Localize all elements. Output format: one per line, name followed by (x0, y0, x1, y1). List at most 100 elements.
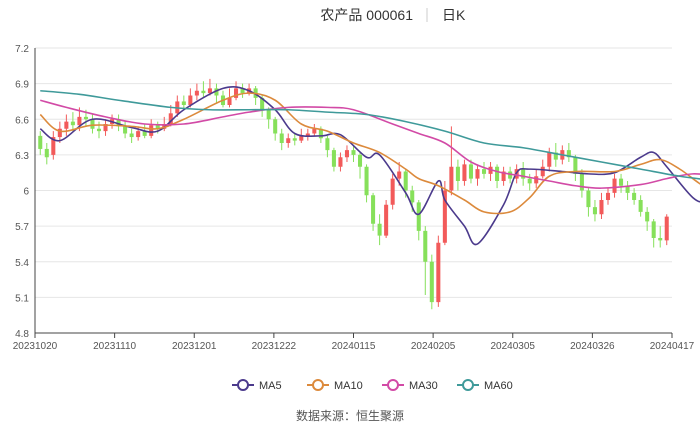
candle-body (364, 166, 369, 196)
candle (351, 145, 356, 162)
candle-body (358, 154, 363, 167)
candle (638, 195, 643, 217)
candle-body (234, 88, 239, 98)
candle-body (155, 125, 160, 129)
chart-title: 农产品 000061 日K (320, 7, 466, 23)
legend-item-ma60[interactable]: MA60 (457, 379, 513, 392)
candle-body (625, 185, 630, 193)
candle-body (57, 128, 62, 138)
candle (38, 131, 43, 155)
data-source: 数据来源：恒生聚源 (296, 408, 404, 423)
candle (651, 219, 656, 248)
legend-label: MA10 (334, 380, 363, 392)
candle-body (142, 131, 147, 136)
candle (51, 131, 56, 160)
candle-body (338, 157, 343, 167)
candle (658, 226, 663, 248)
candle (390, 173, 395, 210)
candle (188, 88, 193, 108)
x-tick-label: 20231222 (252, 341, 297, 352)
candle (103, 119, 108, 136)
candle (508, 166, 513, 184)
candle-body (51, 137, 56, 155)
legend-item-ma30[interactable]: MA30 (382, 379, 438, 392)
y-axis: 4.8 5.1 5.4 5.7 6 6.3 6.6 6.9 7.2 (15, 44, 36, 340)
x-tick-label: 20240305 (491, 341, 536, 352)
candle-body (612, 178, 617, 193)
candle (129, 128, 134, 143)
candle-body (553, 152, 558, 160)
candle-body (566, 150, 571, 158)
candle (619, 173, 624, 193)
candle (279, 128, 284, 151)
candle (123, 121, 128, 139)
candle-body (658, 238, 663, 241)
candle (632, 188, 637, 205)
ma-line-ma60 (40, 89, 700, 180)
y-tick-label: 6.9 (15, 80, 29, 91)
candle (70, 112, 75, 132)
candle (305, 128, 310, 141)
candle-body (592, 207, 597, 215)
candle (481, 162, 487, 179)
candle-body (573, 157, 578, 174)
x-tick-label: 20240115 (332, 341, 376, 352)
candle (664, 214, 669, 246)
x-tick-label: 20240326 (570, 341, 615, 352)
candle-body (103, 124, 108, 132)
candle-body (371, 195, 376, 224)
legend-label: MA30 (409, 380, 438, 392)
candle-body (436, 242, 441, 303)
candle-body (331, 150, 336, 167)
candle-body (605, 192, 611, 200)
candle-body (442, 190, 447, 243)
candle (553, 143, 558, 167)
candle-body (632, 192, 637, 200)
candle (377, 214, 382, 246)
candle-body (123, 126, 128, 134)
candle (273, 116, 278, 141)
candle (566, 143, 571, 162)
candle-body (579, 173, 584, 191)
candle-body (468, 164, 473, 179)
candle-body (207, 88, 212, 94)
x-tick-label: 20240205 (411, 341, 456, 352)
legend-item-ma5[interactable]: MA5 (232, 379, 282, 392)
x-tick-label: 20231110 (93, 341, 136, 352)
candle-body (273, 119, 278, 134)
legend-item-ma10[interactable]: MA10 (307, 379, 363, 392)
candle-body (645, 211, 650, 222)
candle-body (540, 166, 545, 177)
candle-body (508, 171, 513, 179)
candle-body (279, 133, 284, 143)
candle-body (90, 119, 95, 129)
candle (344, 145, 349, 162)
x-tick-label: 20240417 (650, 341, 695, 352)
candle (312, 124, 317, 136)
ma-line-ma30 (40, 99, 700, 189)
candle (292, 133, 297, 146)
x-axis: 20231020 20231110 20231201 20231222 20240115… (13, 332, 695, 352)
candle (325, 135, 330, 158)
candle (468, 159, 473, 184)
candle (96, 121, 102, 139)
candle-body (390, 178, 395, 205)
candle-body (38, 135, 43, 149)
ma-line-ma5 (39, 85, 700, 246)
candle-body (214, 88, 219, 96)
candle-body (377, 223, 382, 236)
candle-body (429, 261, 434, 303)
candle-body (181, 101, 186, 105)
legend-label: MA60 (484, 380, 513, 392)
candle (573, 154, 578, 181)
candle-body (64, 121, 69, 129)
candle-body (116, 119, 121, 127)
candle (495, 164, 500, 189)
candle (331, 147, 336, 172)
candle-body (397, 171, 402, 179)
y-tick-label: 5.7 (15, 222, 29, 233)
candle-body (318, 128, 323, 139)
y-tick-label: 4.8 (15, 329, 29, 340)
candle-body (299, 135, 304, 141)
candle-body (481, 169, 487, 174)
